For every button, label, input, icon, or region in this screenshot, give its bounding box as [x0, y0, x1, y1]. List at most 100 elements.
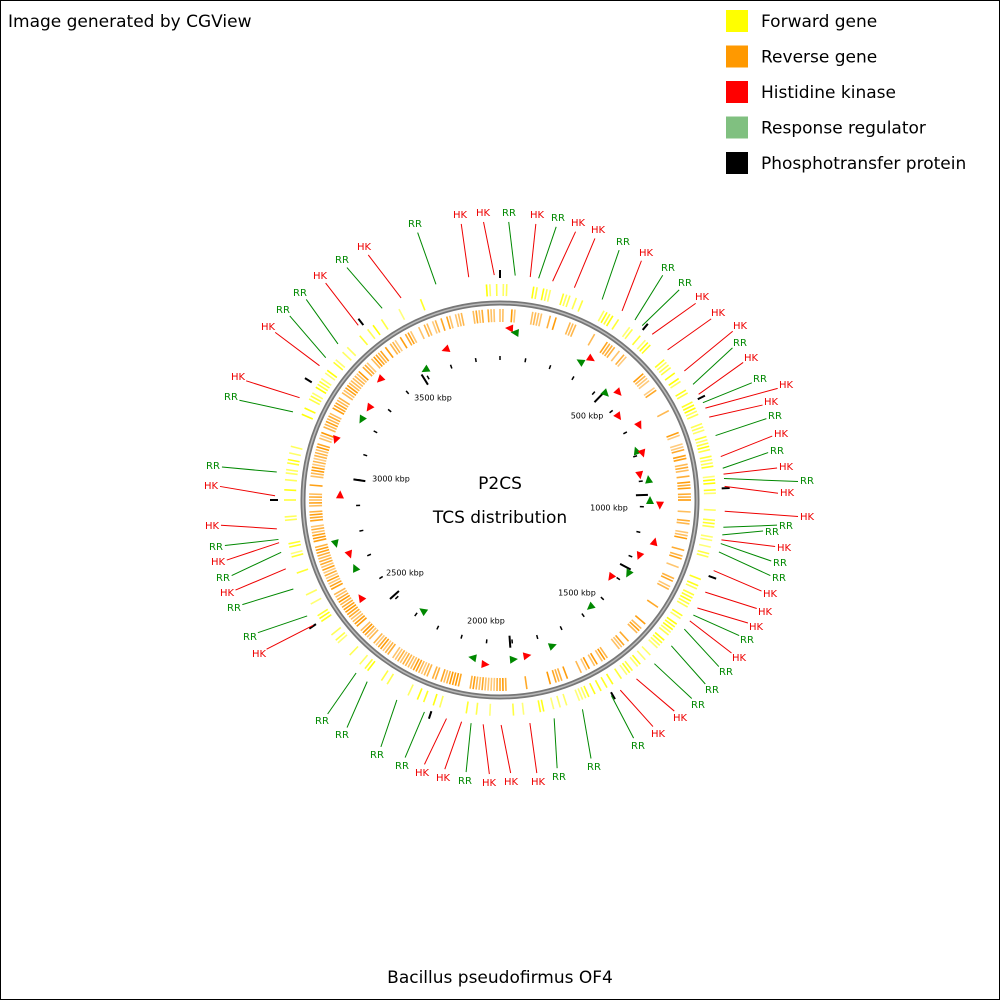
ruler-minor-tick	[628, 554, 633, 558]
feature-connector	[305, 299, 339, 345]
forward-gene	[583, 685, 590, 698]
reverse-gene	[617, 356, 627, 368]
forward-gene	[317, 383, 329, 392]
forward-gene	[335, 631, 346, 641]
forward-gene	[639, 341, 649, 352]
reverse-gene	[336, 399, 349, 408]
feature-label: HK	[774, 429, 789, 440]
phosphotransfer-mark	[641, 323, 649, 331]
credit: Image generated by CGView	[8, 12, 252, 32]
forward-gene	[465, 701, 469, 714]
reverse-gene	[580, 658, 588, 671]
reverse-gene	[343, 389, 355, 399]
reverse-gene	[666, 562, 679, 569]
reverse-gene	[312, 463, 326, 468]
reverse-gene	[335, 402, 348, 411]
forward-gene	[703, 482, 716, 485]
reverse-gene	[382, 640, 392, 652]
reverse-gene	[330, 582, 344, 591]
reverse-gene	[551, 317, 557, 331]
feature-connector	[242, 588, 294, 606]
reverse-gene	[575, 660, 583, 674]
forward-gene	[438, 695, 444, 708]
tcs-feature	[333, 435, 341, 444]
reverse-gene	[610, 350, 621, 362]
tcs-feature	[646, 496, 654, 504]
reverse-gene	[309, 484, 323, 487]
reverse-gene	[319, 437, 332, 444]
feature-connector	[692, 347, 733, 385]
forward-gene	[580, 686, 587, 699]
forward-gene	[540, 699, 545, 712]
forward-gene	[690, 422, 703, 429]
tcs-feature	[481, 660, 490, 669]
tcs-feature	[441, 344, 451, 353]
forward-gene	[589, 682, 596, 695]
reverse-gene	[404, 333, 413, 346]
feature-connector	[224, 538, 279, 547]
forward-gene	[676, 392, 689, 400]
feature-label: HK	[779, 462, 794, 473]
phosphotransfer-mark	[427, 710, 433, 720]
reverse-gene	[454, 314, 460, 328]
ruler-minor-tick	[449, 364, 453, 369]
forward-gene	[407, 684, 414, 696]
forward-gene	[668, 377, 680, 386]
feature-label: HK	[651, 729, 666, 740]
feature-connector	[221, 466, 277, 473]
forward-gene	[341, 351, 352, 361]
forward-gene	[700, 458, 713, 463]
feature-label: HK	[780, 488, 795, 499]
ruler-minor-tick	[474, 357, 477, 363]
reverse-gene	[338, 396, 351, 406]
feature-connector	[239, 399, 294, 413]
reverse-gene	[366, 362, 377, 373]
feature-label: HK	[779, 380, 794, 391]
feature-connector	[722, 530, 764, 536]
ruler-label: 1500 kbp	[558, 589, 596, 598]
feature-label: HK	[476, 208, 491, 219]
forward-gene	[700, 537, 713, 542]
ruler-minor-tick	[373, 430, 378, 434]
feature-connector	[718, 551, 771, 577]
forward-gene	[320, 614, 332, 623]
reverse-gene	[354, 375, 366, 386]
reverse-gene	[546, 671, 552, 685]
forward-gene	[703, 489, 716, 492]
reverse-gene	[529, 311, 534, 325]
forward-gene	[681, 591, 693, 599]
feature-label: RR	[502, 208, 516, 219]
reverse-gene	[321, 562, 334, 569]
reverse-gene	[510, 309, 513, 323]
reverse-gene	[487, 677, 490, 691]
forward-gene	[540, 288, 545, 301]
feature-label: HK	[252, 649, 267, 660]
reverse-gene	[311, 527, 325, 531]
feature-connector	[500, 724, 512, 774]
feature-connector	[723, 524, 778, 528]
reverse-gene	[315, 546, 329, 552]
feature-connector	[417, 232, 437, 285]
legend-swatch	[726, 116, 748, 139]
forward-gene	[619, 664, 628, 676]
legend-label: Forward gene	[761, 12, 877, 32]
reverse-gene	[667, 434, 680, 441]
feature-connector	[670, 645, 706, 685]
ruler-major-tick	[619, 562, 632, 571]
backbone-edge	[302, 302, 698, 698]
feature-connector	[482, 724, 490, 775]
tcs-feature	[576, 359, 586, 367]
reverse-gene	[338, 594, 351, 604]
reverse-gene	[321, 431, 334, 438]
forward-gene	[703, 478, 716, 482]
reverse-gene	[661, 572, 675, 580]
forward-gene	[660, 366, 672, 376]
feature-connector	[235, 568, 286, 591]
feature-connector	[483, 221, 495, 276]
forward-gene	[671, 608, 683, 617]
ruler-minor-tick	[366, 553, 372, 557]
tcs-feature	[636, 550, 645, 560]
feature-connector	[654, 663, 693, 699]
feature-connector	[689, 620, 732, 654]
reverse-gene	[475, 310, 479, 324]
